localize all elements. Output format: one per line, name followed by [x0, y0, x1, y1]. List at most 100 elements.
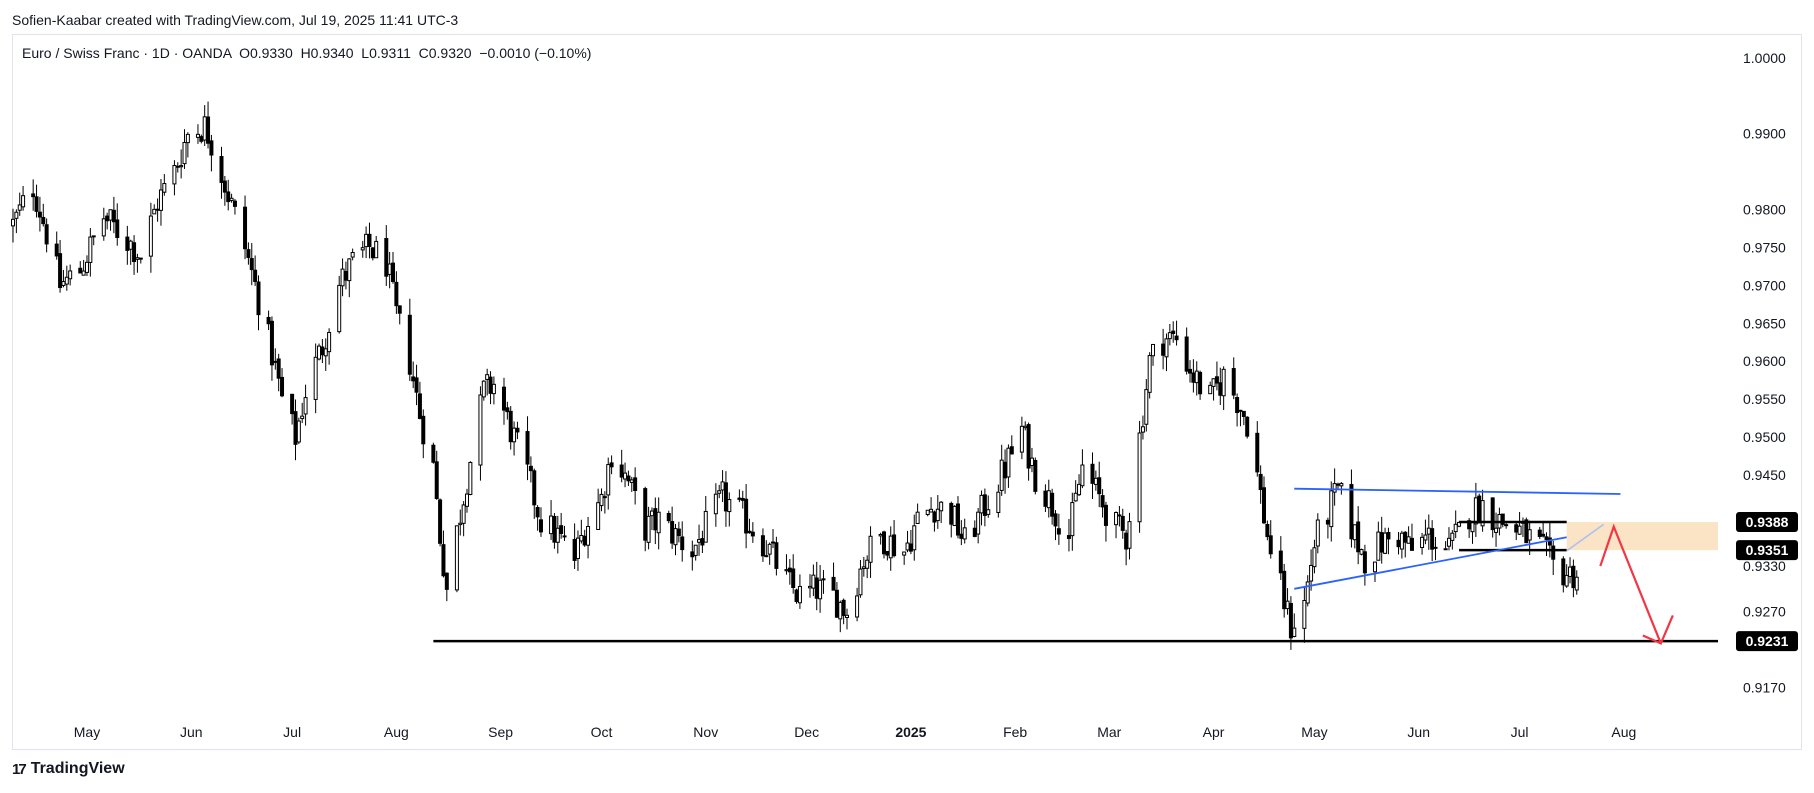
candle-body: [1120, 515, 1125, 531]
candle-body: [720, 481, 725, 491]
candle-body: [670, 521, 675, 544]
candle-body: [703, 510, 708, 543]
x-tick-label: Oct: [591, 724, 613, 740]
candle-body: [1305, 581, 1310, 604]
candle-body: [364, 233, 369, 248]
candle-body: [421, 415, 426, 445]
candle-body: [1117, 514, 1122, 517]
candle-body: [481, 380, 486, 398]
candle-body: [1352, 524, 1357, 541]
candle-body: [1137, 432, 1142, 523]
candle-body: [1527, 529, 1532, 541]
candle-body: [979, 494, 984, 514]
candle-body: [1151, 343, 1156, 357]
candle-body: [1551, 545, 1556, 560]
candle-body: [454, 525, 459, 591]
candle-body: [441, 544, 446, 577]
candle-body: [1568, 566, 1573, 577]
candle-body: [767, 543, 772, 555]
candle-body: [1164, 338, 1169, 358]
candle-body: [417, 393, 422, 419]
candle-body: [37, 211, 42, 218]
candle-body: [1231, 368, 1236, 396]
candle-body: [323, 348, 328, 357]
candle-body: [811, 574, 816, 589]
brand-name: TradingView: [30, 760, 125, 777]
candle-body: [394, 281, 399, 307]
candle-body: [1050, 492, 1055, 517]
y-tick-label: 0.9600: [1743, 353, 1786, 369]
x-tick-label: Aug: [1611, 724, 1636, 740]
candle-body: [34, 196, 39, 212]
candle-body: [14, 211, 19, 219]
candle-body: [1214, 376, 1219, 384]
candle-body: [1423, 534, 1428, 541]
candle-body: [693, 544, 698, 556]
candle-body: [700, 538, 705, 546]
candle-body: [666, 512, 671, 522]
candle-body: [1356, 521, 1361, 553]
candle-body: [128, 240, 133, 250]
candle-body: [797, 585, 802, 604]
candle-body: [411, 376, 416, 382]
candle-body: [1477, 495, 1482, 524]
candle-body: [273, 360, 278, 363]
legend-symbol: Euro / Swiss Franc · 1D · OANDA: [22, 45, 232, 61]
candle-body: [84, 261, 89, 273]
candle-body: [115, 219, 120, 239]
candle-body: [865, 559, 870, 569]
candle-body: [1046, 490, 1051, 509]
candle-body: [1312, 547, 1317, 568]
tradingview-logo-icon: 17: [12, 760, 27, 778]
candle-body: [939, 501, 944, 512]
candle-body: [491, 383, 496, 395]
candle-body: [1033, 459, 1038, 492]
candle-body: [885, 550, 890, 556]
candle-body: [1211, 378, 1216, 387]
candle-body: [999, 459, 1004, 491]
candle-body: [21, 195, 26, 208]
candle-body: [1221, 368, 1226, 397]
candle-body: [1396, 539, 1401, 548]
candle-body: [58, 253, 63, 289]
candle-body: [266, 316, 271, 325]
candle-body: [1309, 564, 1314, 582]
legend-open: O0.9330: [239, 45, 293, 61]
candle-body: [915, 511, 920, 524]
candle-body: [296, 420, 301, 443]
candle-body: [1470, 521, 1475, 533]
candle-body: [175, 165, 180, 168]
candle-body: [397, 305, 402, 314]
candle-body: [552, 515, 557, 543]
candle-body: [41, 216, 46, 225]
candle-body: [1561, 558, 1566, 586]
candle-body: [643, 488, 648, 541]
candle-body: [868, 535, 873, 563]
tradingview-brand[interactable]: 17 TradingView: [12, 760, 125, 778]
projection-arrow-head: [1642, 615, 1674, 645]
candle-body: [438, 499, 443, 544]
candle-body: [579, 534, 584, 542]
candle-body: [337, 284, 342, 333]
candle-body: [1325, 519, 1330, 525]
y-tick-label: 0.9800: [1743, 201, 1786, 217]
candle-body: [313, 356, 318, 400]
y-tick-label: 0.9170: [1743, 679, 1786, 695]
candle-body: [1403, 531, 1408, 543]
candle-body: [222, 180, 227, 193]
candle-body: [253, 269, 258, 282]
candle-body: [300, 415, 305, 420]
candle-body: [1285, 600, 1290, 610]
candle-body: [959, 533, 964, 539]
candle-body: [44, 224, 49, 245]
y-tick-label: 0.9270: [1743, 604, 1786, 620]
candle-body: [982, 494, 987, 516]
candle-body: [1235, 397, 1240, 414]
candle-body: [1379, 532, 1384, 553]
x-tick-label: Jul: [1511, 724, 1529, 740]
candle-body: [535, 507, 540, 518]
candle-body: [88, 236, 93, 263]
candle-body: [105, 215, 110, 222]
candle-body: [108, 209, 113, 221]
